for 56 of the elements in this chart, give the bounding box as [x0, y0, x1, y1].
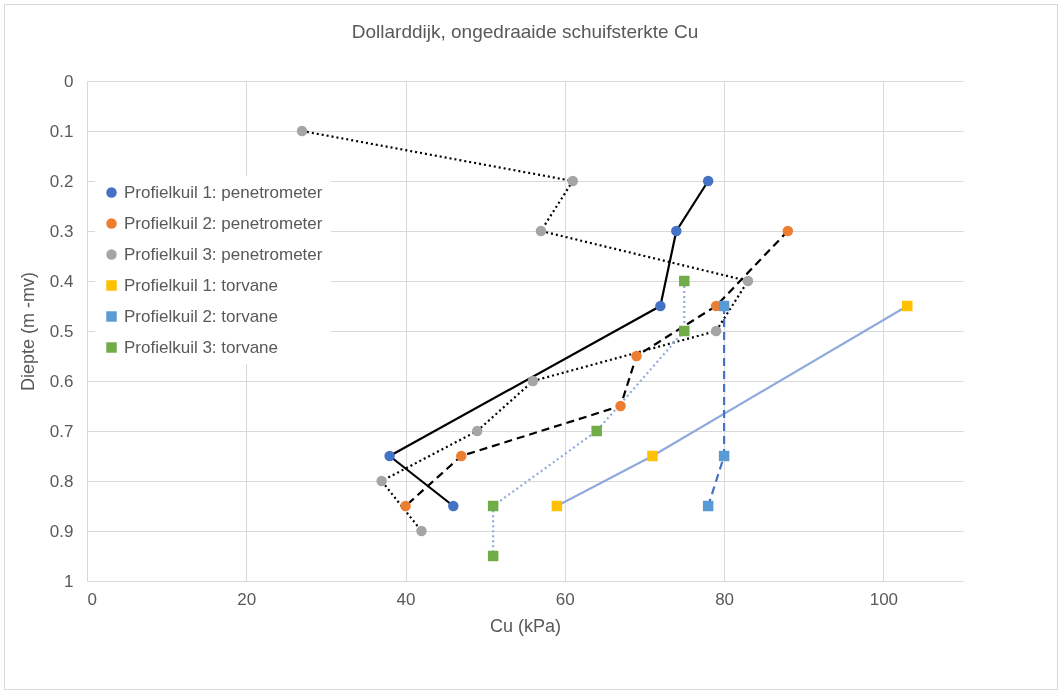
point: [655, 300, 666, 312]
x-tick-label: 100: [869, 589, 899, 609]
x-axis-title: Cu (kPa): [489, 615, 562, 636]
y-tick-label: 0.9: [49, 521, 74, 541]
point: [591, 425, 602, 437]
legend-label: Profielkuil 2: torvane: [124, 306, 279, 326]
point: [296, 125, 308, 137]
point: [631, 350, 642, 362]
point: [535, 225, 547, 237]
point: [487, 500, 499, 512]
point: [471, 425, 483, 437]
point: [527, 375, 539, 387]
chart-title: Dollarddijk, ongedraaide schuifsterkte Cu: [351, 21, 699, 42]
point: [671, 225, 682, 237]
x-tick-label: 80: [715, 589, 735, 609]
legend-label: Profielkuil 2: penetrometer: [124, 213, 323, 233]
point: [400, 500, 411, 512]
x-tick-label: 40: [396, 589, 416, 609]
x-tick-label: 20: [237, 589, 257, 609]
y-axis-title: Diepte (m -mv): [17, 271, 38, 392]
point: [710, 325, 722, 337]
x-tick-label: 0: [87, 589, 97, 609]
y-tick-label: 0.6: [49, 371, 74, 391]
point: [718, 300, 730, 312]
y-tick-label: 1: [64, 571, 74, 591]
point: [679, 325, 690, 337]
point: [647, 450, 658, 462]
point: [742, 275, 754, 287]
y-tick-label: 0.2: [49, 171, 74, 191]
y-tick-label: 0.1: [49, 121, 74, 141]
legend-label: Profielkuil 1: torvane: [124, 275, 279, 295]
point: [448, 500, 459, 512]
point: [718, 450, 730, 462]
point: [702, 175, 714, 187]
point: [416, 525, 427, 537]
point: [615, 400, 626, 412]
point: [702, 500, 714, 512]
point: [487, 550, 499, 562]
y-tick-label: 0.4: [49, 271, 74, 291]
y-tick-label: 0.7: [49, 421, 74, 441]
legend-label: Profielkuil 3: torvane: [124, 337, 279, 357]
point: [782, 225, 794, 237]
point: [376, 475, 387, 487]
point: [679, 275, 690, 287]
y-tick-label: 0.3: [49, 221, 74, 241]
y-tick-label: 0.5: [49, 321, 74, 341]
point: [567, 175, 579, 187]
point: [456, 450, 467, 462]
legend-label: Profielkuil 1: penetrometer: [124, 182, 323, 202]
point: [384, 450, 395, 462]
y-tick-label: 0.8: [49, 471, 74, 491]
y-tick-label: 0: [64, 71, 74, 91]
x-tick-label: 60: [555, 589, 575, 609]
point: [902, 300, 913, 312]
point: [551, 500, 563, 512]
legend-label: Profielkuil 3: penetrometer: [124, 244, 323, 264]
